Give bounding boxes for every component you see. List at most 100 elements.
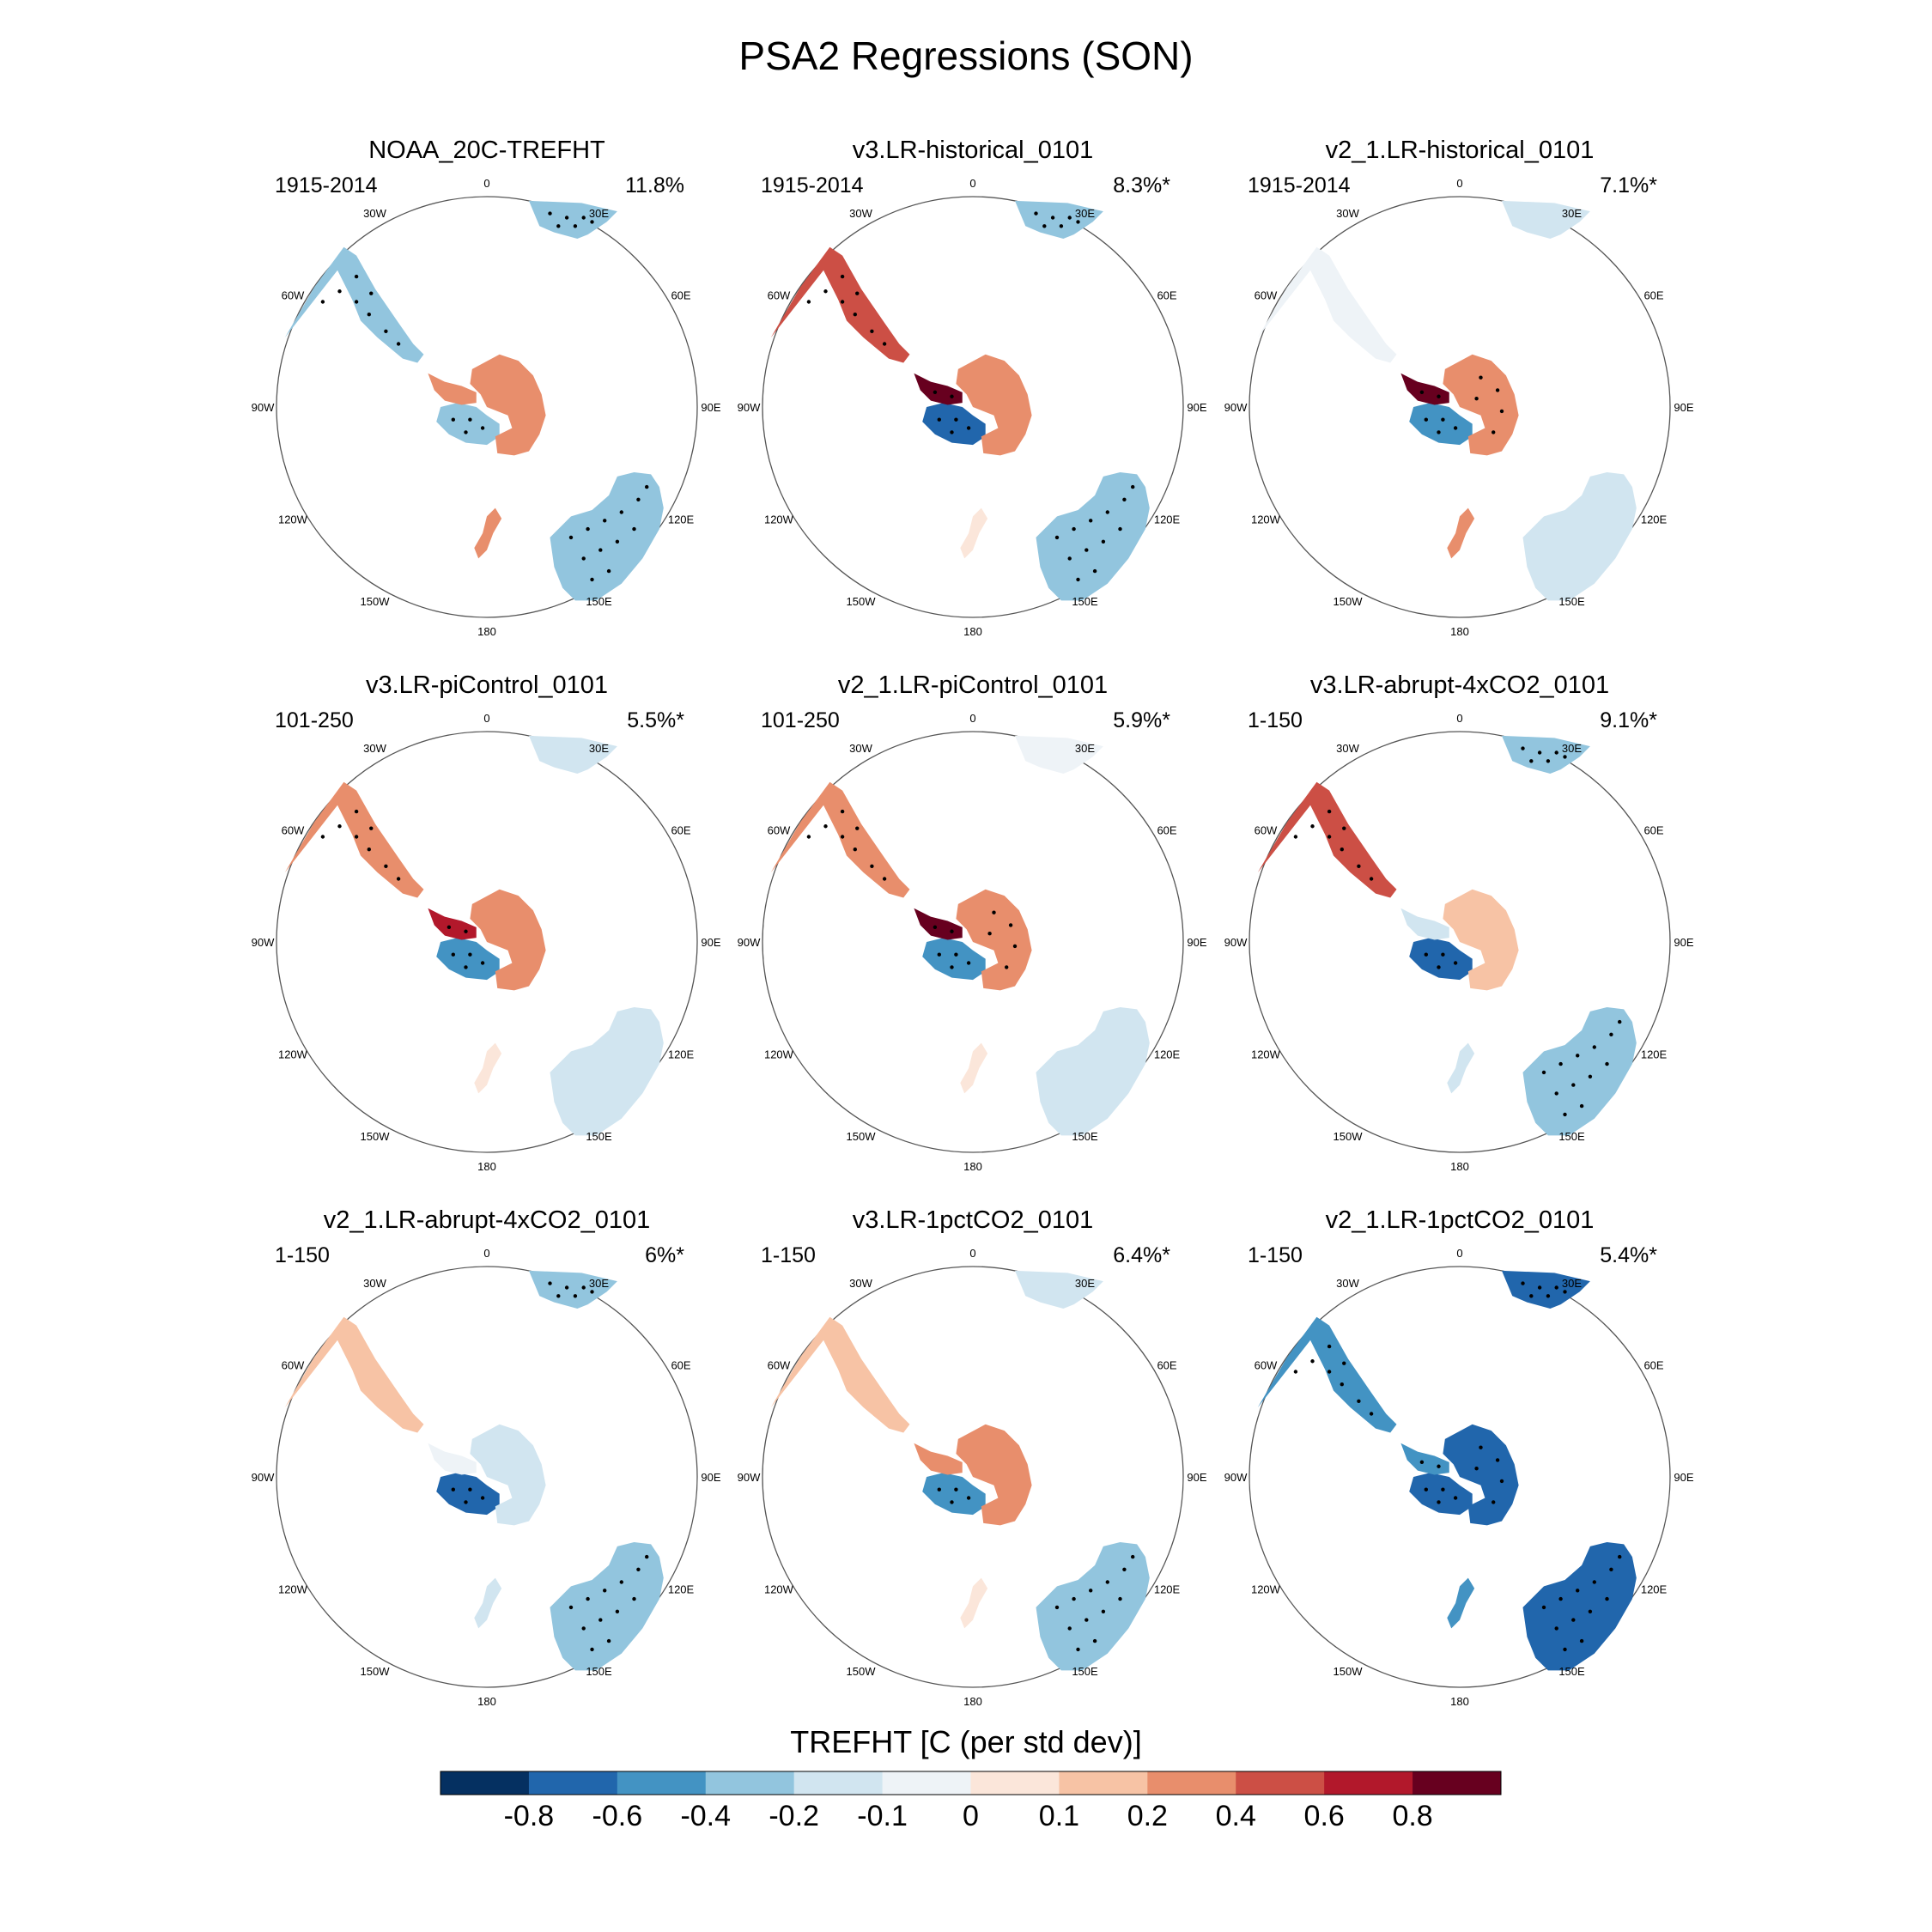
longitude-label: 120W: [764, 1583, 794, 1596]
stipple-dot: [354, 300, 359, 304]
stipple-dot: [1479, 375, 1483, 380]
stipple-dot: [1327, 835, 1332, 839]
stipple-dot: [615, 539, 620, 544]
stipple-dot: [1537, 1285, 1542, 1290]
region-patagonia: [771, 782, 910, 898]
stipple-dot: [1340, 1382, 1345, 1387]
stipple-dot: [1437, 965, 1441, 969]
map-panel-v2-1-lr-historical-0101: v2_1.LR-historical_0101 1915-2014 7.1%* 0 30…: [1224, 137, 1694, 638]
region-australia: [1036, 1542, 1150, 1670]
longitude-label: 60W: [768, 824, 791, 837]
stipple-dot: [354, 835, 359, 839]
region-new-zealand: [474, 1578, 501, 1629]
stipple-dot: [1563, 1647, 1567, 1652]
longitude-label: 30E: [1075, 207, 1095, 220]
stipple-dot: [451, 952, 455, 957]
longitude-label: 180: [1450, 1160, 1469, 1173]
stipple-dot: [1089, 519, 1093, 523]
stipple-dot: [1122, 1567, 1127, 1572]
colorbar-swatch: [617, 1771, 707, 1795]
stipple-dot: [1474, 397, 1479, 401]
stipple-dot: [1076, 1647, 1080, 1652]
stipple-dot: [1122, 497, 1127, 501]
stipple-dot: [480, 1496, 485, 1500]
colorbar-swatch: [1413, 1771, 1502, 1795]
colorbar-tick-label: -0.1: [857, 1800, 908, 1832]
region-antarctica-east: [956, 1425, 1031, 1526]
stipple-dot: [1340, 848, 1345, 852]
stipple-dot: [1441, 417, 1445, 422]
stipple-dot: [1492, 1500, 1496, 1504]
longitude-label: 30E: [1075, 1277, 1095, 1290]
stipple-dot: [1529, 1294, 1534, 1298]
longitude-label: 150E: [586, 1665, 612, 1678]
longitude-label: 180: [963, 1160, 982, 1173]
stipple-dot: [1453, 426, 1458, 430]
longitude-label: 0: [483, 177, 489, 190]
stipple-dot: [1084, 548, 1089, 552]
stipple-dot: [1310, 1359, 1315, 1364]
stipple-dot: [950, 1500, 954, 1504]
colorbar-swatch: [528, 1771, 618, 1795]
longitude-label: 60W: [768, 1359, 791, 1372]
stipple-dot: [556, 224, 561, 228]
longitude-label: 30W: [1336, 742, 1359, 755]
stipple-dot: [1059, 224, 1064, 228]
longitude-label: 30W: [1336, 1277, 1359, 1290]
longitude-label: 150W: [847, 1130, 877, 1143]
longitude-label: 150W: [847, 1665, 877, 1678]
longitude-label: 120W: [764, 1048, 794, 1061]
stipple-dot: [1118, 526, 1122, 532]
stipple-dot: [1327, 1344, 1332, 1349]
stipple-dot: [1101, 1609, 1106, 1614]
stipple-dot: [632, 526, 636, 532]
longitude-label: 60E: [1157, 289, 1176, 302]
stipple-dot: [632, 1596, 636, 1601]
stipple-dot: [954, 952, 958, 957]
longitude-label: 90W: [252, 936, 275, 949]
longitude-label: 90W: [1224, 401, 1248, 414]
longitude-label: 90E: [1674, 401, 1693, 414]
stipple-dot: [367, 313, 371, 317]
stipple-dot: [950, 929, 954, 933]
stipple-dot: [606, 1638, 611, 1643]
stipple-dot: [384, 329, 388, 333]
stipple-dot: [1605, 1061, 1609, 1066]
region-southern-africa: [529, 1271, 617, 1309]
panel-period: 1-150: [1248, 708, 1303, 732]
longitude-label: 60W: [282, 824, 305, 837]
longitude-label: 90W: [252, 1471, 275, 1484]
stipple-dot: [966, 961, 971, 965]
stipple-dot: [1424, 952, 1429, 957]
stipple-dot: [1554, 1285, 1558, 1290]
stipple-dot: [937, 1487, 942, 1492]
stipple-dot: [1579, 1103, 1584, 1109]
stipple-dot: [855, 291, 860, 295]
stipple-dot: [882, 342, 887, 346]
stipple-dot: [987, 932, 992, 936]
stipple-dot: [840, 835, 845, 839]
panel-title: v2_1.LR-1pctCO2_0101: [1326, 1206, 1595, 1234]
panel-title: v2_1.LR-abrupt-4xCO2_0101: [324, 1206, 650, 1234]
stipple-dot: [598, 548, 603, 552]
longitude-label: 120E: [1641, 513, 1668, 526]
stipple-dot: [855, 826, 860, 830]
stipple-dot: [590, 577, 594, 582]
stipple-dot: [548, 211, 552, 216]
longitude-label: 0: [969, 1247, 975, 1260]
stipple-dot: [870, 329, 874, 333]
region-australia: [550, 1007, 664, 1135]
stipple-dot: [954, 417, 958, 422]
colorbar-swatch: [705, 1771, 795, 1795]
stipple-dot: [1605, 1596, 1609, 1601]
stipple-dot: [354, 809, 359, 814]
stipple-dot: [1118, 1596, 1122, 1601]
stipple-dot: [619, 1580, 623, 1584]
stipple-dot: [369, 826, 374, 830]
panel-period: 101-250: [761, 708, 840, 732]
stipple-dot: [1089, 1589, 1093, 1593]
colorbar-swatch: [440, 1771, 530, 1795]
stipple-dot: [564, 1285, 569, 1290]
panel-title: v3.LR-abrupt-4xCO2_0101: [1310, 671, 1609, 699]
region-southern-africa: [1502, 1271, 1590, 1309]
